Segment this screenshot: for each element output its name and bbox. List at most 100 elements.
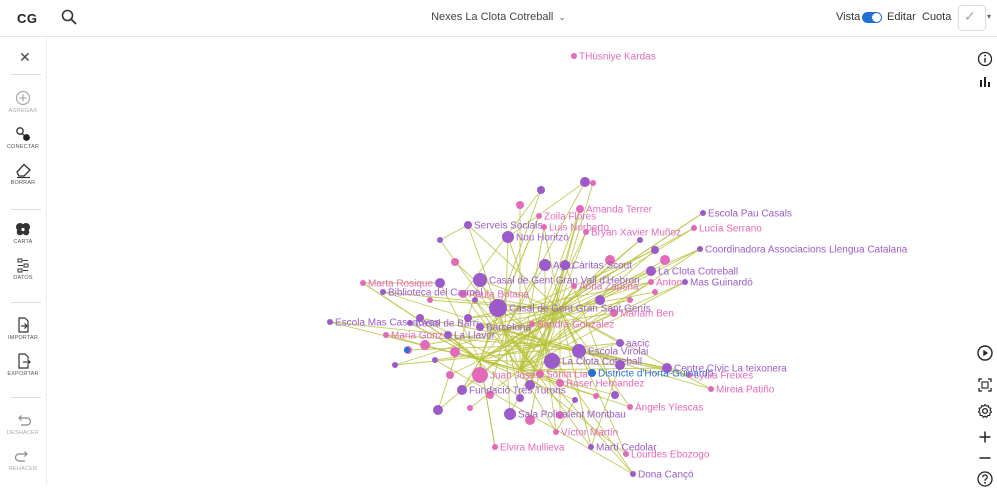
- graph-node-label[interactable]: La Clota Cotreball: [562, 357, 642, 368]
- graph-node-label[interactable]: Lourdes Ebozogo: [631, 450, 710, 461]
- graph-node-35[interactable]: [686, 372, 692, 378]
- graph-node-label[interactable]: Barcelona: [486, 323, 531, 334]
- graph-node-label[interactable]: Luis Norberto: [549, 223, 609, 234]
- map-title-dropdown[interactable]: Nexes La Clota Cotreball ⌄: [0, 11, 997, 23]
- graph-node[interactable]: [516, 394, 524, 402]
- graph-node-23[interactable]: [476, 323, 484, 331]
- undo-button[interactable]: DESHACER: [0, 411, 46, 436]
- graph-node-label[interactable]: Casal de Gent Gran Sant Genís: [509, 304, 651, 315]
- import-button[interactable]: IMPORTAR: [0, 316, 46, 341]
- graph-node-43[interactable]: [588, 444, 594, 450]
- graph-node-29[interactable]: [616, 339, 624, 347]
- graph-node-22[interactable]: [407, 320, 413, 326]
- edit-mode-toggle[interactable]: [862, 12, 882, 23]
- graph-node-label[interactable]: Marta Rosique: [368, 279, 433, 290]
- graph-node-label[interactable]: Escola Virolai: [588, 347, 648, 358]
- graph-node[interactable]: [450, 347, 460, 357]
- graph-node-label[interactable]: Mariam Ben: [620, 309, 674, 320]
- play-icon[interactable]: [976, 344, 994, 362]
- graph-node[interactable]: [537, 186, 545, 194]
- graph-node-18[interactable]: [380, 289, 386, 295]
- graph-node-41[interactable]: [553, 429, 559, 435]
- graph-node[interactable]: [580, 177, 590, 187]
- fit-screen-icon[interactable]: [976, 376, 994, 394]
- graph-node-label[interactable]: Lucía Serrano: [699, 224, 762, 235]
- graph-node-label[interactable]: Lydia Freixes: [694, 371, 753, 382]
- graph-node[interactable]: [486, 391, 494, 399]
- stats-icon[interactable]: [976, 73, 994, 91]
- graph-node-14[interactable]: [571, 283, 577, 289]
- graph-node-label[interactable]: Sala Polivalent Montbau: [518, 410, 626, 421]
- graph-node-6[interactable]: [583, 229, 589, 235]
- graph-node-17[interactable]: [360, 280, 366, 286]
- delete-button[interactable]: BORRAR: [0, 161, 46, 186]
- search-icon[interactable]: [60, 8, 78, 26]
- graph-node-28[interactable]: [572, 344, 586, 358]
- graph-node-25[interactable]: [610, 309, 618, 317]
- graph-node-label[interactable]: Biblioteca del Carmel: [388, 288, 483, 299]
- graph-node[interactable]: [615, 360, 625, 370]
- graph-node-38[interactable]: [708, 386, 714, 392]
- graph-node[interactable]: [651, 246, 659, 254]
- graph-canvas[interactable]: THüsniye Kardas Amanda Terrer Zoila Flores…: [46, 37, 972, 486]
- graph-node-label[interactable]: Sandra Gonzalez: [537, 320, 614, 331]
- graph-node[interactable]: [432, 357, 438, 363]
- map-button[interactable]: CARTA: [0, 220, 46, 245]
- graph-node-45[interactable]: [630, 471, 636, 477]
- graph-node-label[interactable]: Zoila Flores: [544, 212, 596, 223]
- graph-node[interactable]: [516, 201, 524, 209]
- graph-node-label[interactable]: Nou Horitzó: [516, 233, 569, 244]
- info-icon[interactable]: [976, 50, 994, 68]
- graph-node[interactable]: [572, 397, 578, 403]
- graph-node-label[interactable]: Paula Botana: [469, 290, 529, 301]
- graph-node[interactable]: [652, 289, 658, 295]
- graph-node-12[interactable]: [646, 266, 656, 276]
- graph-node-label[interactable]: Escola Pau Casals: [708, 209, 792, 220]
- graph-node-label[interactable]: Escola Mas Casanovas: [335, 318, 440, 329]
- graph-node[interactable]: [637, 237, 643, 243]
- graph-node-36[interactable]: [556, 379, 564, 387]
- graph-node-7[interactable]: [700, 210, 706, 216]
- app-logo[interactable]: CG: [17, 11, 38, 26]
- graph-node-24[interactable]: [529, 321, 535, 327]
- graph-node[interactable]: [605, 255, 615, 265]
- graph-node-label[interactable]: Agru: [553, 261, 574, 272]
- settings-icon[interactable]: [976, 402, 994, 420]
- graph-node-4[interactable]: [541, 224, 547, 230]
- graph-node-label[interactable]: aacic: [626, 339, 649, 350]
- edit-mode-label[interactable]: Editar: [887, 11, 916, 23]
- redo-button[interactable]: REHACER: [0, 447, 46, 472]
- graph-node-label[interactable]: Víctor Martín: [561, 428, 618, 439]
- graph-node[interactable]: [556, 411, 564, 419]
- graph-node-label[interactable]: Àngels Ylescas: [635, 401, 703, 414]
- graph-node[interactable]: [611, 391, 619, 399]
- close-icon[interactable]: ✕: [19, 49, 31, 65]
- graph-node-label[interactable]: Juan José: [490, 371, 536, 382]
- graph-node-30[interactable]: [544, 353, 560, 369]
- graph-node[interactable]: [595, 295, 605, 305]
- graph-node-label[interactable]: Casal de Barri: [415, 319, 478, 330]
- graph-node-42[interactable]: [492, 444, 498, 450]
- graph-node-27[interactable]: [444, 331, 452, 339]
- user-menu-button[interactable]: ✓ ▾: [958, 5, 991, 31]
- graph-node-label[interactable]: Centre Cívic La teixonera: [674, 364, 787, 375]
- graph-node[interactable]: [464, 314, 472, 322]
- graph-node-40[interactable]: [504, 408, 516, 420]
- help-icon[interactable]: [976, 470, 994, 488]
- graph-node[interactable]: [660, 255, 670, 265]
- graph-node-label[interactable]: Dona Cançó: [638, 470, 694, 481]
- graph-node-37[interactable]: [457, 385, 467, 395]
- quota-link[interactable]: Cuota: [922, 11, 952, 23]
- graph-node-16[interactable]: [682, 279, 688, 285]
- graph-node-label[interactable]: Coordinadora Associacions Llengua Catala…: [705, 245, 908, 256]
- graph-node-34[interactable]: [588, 369, 596, 377]
- graph-node-label[interactable]: Mireia Patiño: [716, 385, 775, 396]
- graph-node-3[interactable]: [464, 221, 472, 229]
- graph-node-label[interactable]: Càritas Scout: [572, 261, 632, 272]
- data-button[interactable]: DATOS: [0, 256, 46, 281]
- graph-node-0[interactable]: [571, 53, 577, 59]
- zoom-in-icon[interactable]: [976, 428, 994, 446]
- graph-node-39[interactable]: [627, 404, 633, 410]
- graph-node-20[interactable]: [489, 299, 507, 317]
